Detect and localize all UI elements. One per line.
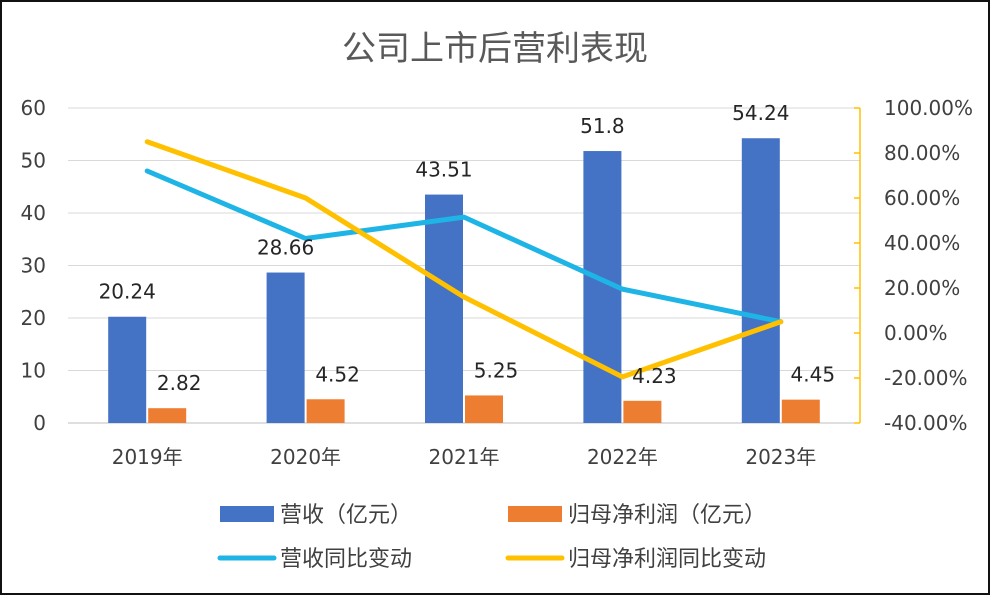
bar-data-label: 28.66 [257,236,314,260]
chart-title: 公司上市后营利表现 [342,29,648,69]
y-right-tick-label: 100.00% [884,96,973,120]
x-tick-label: 2023年 [745,445,816,469]
bar [781,399,820,423]
y-left-tick-label: 60 [21,96,46,120]
legend-label: 归母净利润同比变动 [568,547,766,572]
legend-swatch [508,506,562,522]
left-axis-ticks: 0 10 20 30 40 50 60 [21,96,46,435]
bar-data-label: 51.8 [580,114,625,138]
legend-label: 营收（亿元） [280,503,412,528]
bar-data-label: 5.25 [474,358,519,382]
bar [108,316,147,423]
bar [306,399,345,423]
bar-data-label: 4.52 [315,362,360,386]
y-right-tick-label: 40.00% [884,231,960,255]
right-axis [854,107,861,424]
series-line [144,139,784,380]
bar-data-label: 2.82 [157,371,202,395]
bar [148,408,187,423]
y-right-tick-label: 20.00% [884,276,960,300]
y-left-tick-label: 10 [21,359,46,383]
bar-data-label: 43.51 [415,158,472,182]
legend: 营收（亿元） 归母净利润（亿元） 营收同比变动 归母净利润同比变动 [217,503,766,572]
right-axis-ticks: -40.00% -20.00% 0.00% 20.00% 40.00% 60.00% 80.… [884,96,973,435]
bar-data-label: 20.24 [99,280,156,304]
y-left-tick-label: 50 [21,149,46,173]
bar [266,272,305,423]
y-right-tick-label: 60.00% [884,186,960,210]
bar-data-labels: 20.24 28.66 43.51 51.8 54.24 2.82 4.52 5.25 4.23… [99,101,835,395]
legend-label: 营收同比变动 [280,547,412,572]
bar [741,138,780,424]
bar-data-label: 4.45 [791,363,836,387]
y-left-tick-label: 20 [21,306,46,330]
y-right-tick-label: 0.00% [884,321,948,345]
bar-series [108,138,820,424]
x-tick-label: 2022年 [587,445,658,469]
series-line [144,168,784,325]
y-right-tick-label: 80.00% [884,141,960,165]
bar-data-label: 4.23 [632,364,677,388]
y-left-tick-label: 0 [33,411,46,435]
y-left-tick-label: 40 [21,201,46,225]
x-tick-label: 2020年 [270,445,341,469]
y-left-tick-label: 30 [21,254,46,278]
legend-label: 归母净利润（亿元） [568,503,766,528]
line-series [144,139,784,380]
bar-data-label: 54.24 [732,101,789,125]
y-right-tick-label: -20.00% [884,366,967,390]
legend-swatch [220,506,274,522]
bar [425,194,463,423]
bar [623,400,662,423]
bar [465,395,503,423]
x-axis-ticks: 2019年 2020年 2021年 2022年 2023年 [112,445,817,469]
x-tick-label: 2021年 [429,445,500,469]
y-right-tick-label: -40.00% [884,411,967,435]
x-tick-label: 2019年 [112,445,183,469]
